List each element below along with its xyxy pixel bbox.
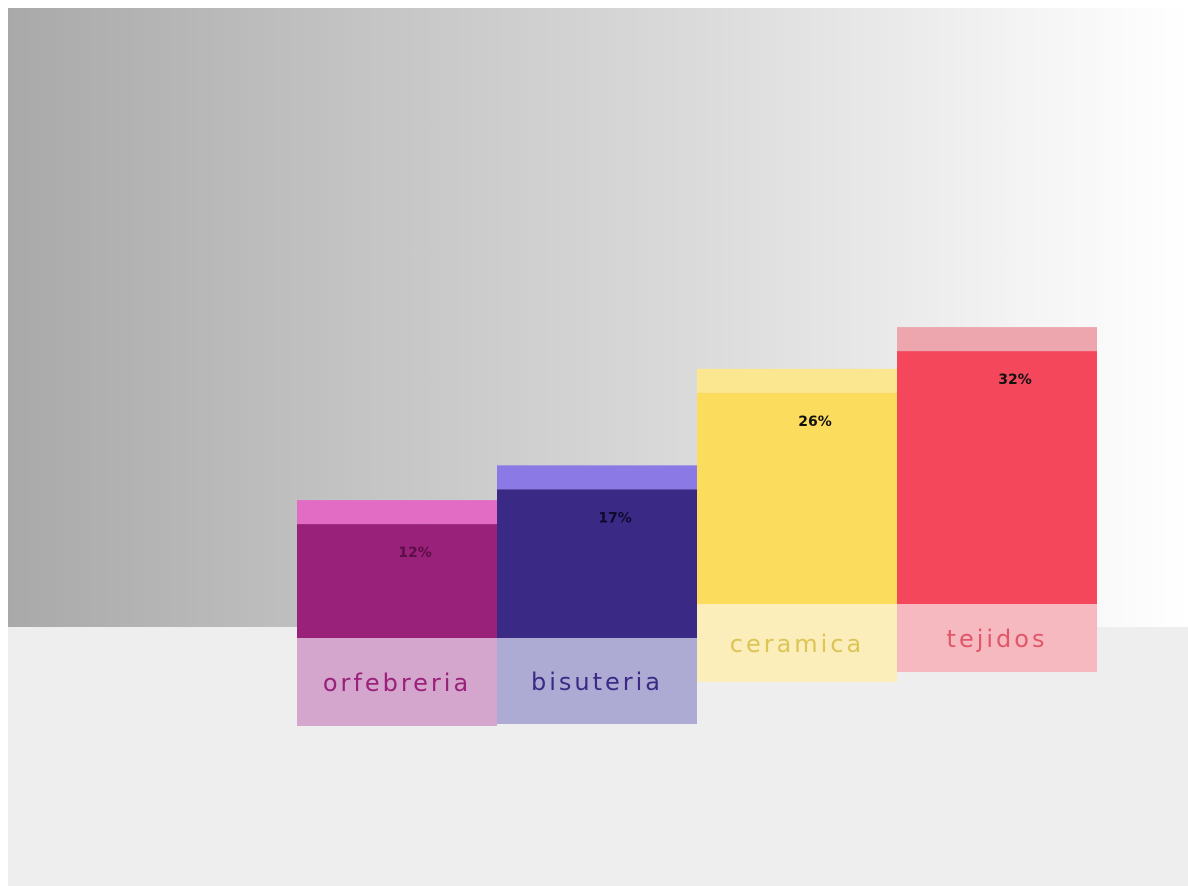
category-label-orfebreria: orfebreria	[323, 669, 471, 697]
bar-ceramica	[697, 392, 897, 604]
category-label-box-bisuteria	[497, 638, 697, 724]
category-label-tejidos: tejidos	[947, 625, 1048, 653]
category-label-box-tejidos	[897, 604, 1097, 672]
value-label-tejidos: 32%	[998, 372, 1032, 388]
bar-cap-orfebreria	[297, 500, 497, 525]
value-label-ceramica: 26%	[798, 414, 832, 430]
value-label-orfebreria: 12%	[398, 545, 432, 561]
bar-cap-bisuteria	[497, 465, 697, 490]
category-label-box-orfebreria	[297, 638, 497, 726]
bar-orfebreria	[297, 524, 497, 638]
bar-bisuteria	[497, 489, 697, 638]
bar-cap-ceramica	[697, 368, 897, 393]
category-label-box-ceramica	[697, 604, 897, 682]
bar-tejidos	[897, 351, 1097, 604]
category-label-ceramica: ceramica	[730, 630, 864, 658]
bar-cap-tejidos	[897, 327, 1097, 352]
value-label-bisuteria: 17%	[598, 510, 632, 526]
category-label-bisuteria: bisuteria	[531, 668, 663, 696]
